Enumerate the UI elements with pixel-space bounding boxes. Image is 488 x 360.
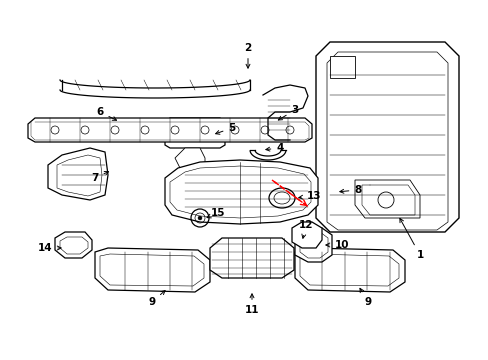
Polygon shape (329, 56, 354, 78)
Text: 6: 6 (96, 107, 116, 120)
Text: 3: 3 (278, 105, 298, 120)
Text: 8: 8 (339, 185, 361, 195)
Polygon shape (55, 232, 92, 258)
Text: 9: 9 (359, 288, 371, 307)
Polygon shape (299, 254, 398, 286)
Text: 10: 10 (325, 240, 348, 250)
Polygon shape (48, 148, 108, 200)
Polygon shape (294, 248, 404, 292)
Text: 7: 7 (91, 172, 108, 183)
Polygon shape (209, 238, 293, 278)
Polygon shape (354, 180, 419, 218)
Polygon shape (299, 232, 327, 258)
Polygon shape (28, 118, 311, 142)
Polygon shape (315, 42, 458, 232)
Text: 2: 2 (244, 43, 251, 68)
Polygon shape (164, 118, 224, 148)
Text: 5: 5 (215, 123, 235, 134)
Circle shape (198, 216, 202, 220)
Polygon shape (164, 160, 317, 224)
Polygon shape (326, 52, 447, 230)
Text: 14: 14 (38, 243, 61, 253)
Polygon shape (175, 148, 204, 168)
Text: 13: 13 (298, 191, 321, 201)
Text: 9: 9 (148, 291, 165, 307)
Text: 1: 1 (399, 219, 423, 260)
Polygon shape (60, 237, 88, 254)
Text: 12: 12 (298, 220, 313, 238)
Polygon shape (170, 166, 310, 218)
Text: 15: 15 (206, 208, 225, 218)
Polygon shape (294, 228, 331, 262)
Polygon shape (57, 155, 102, 196)
Polygon shape (291, 222, 321, 248)
Polygon shape (100, 254, 203, 286)
Text: 4: 4 (265, 143, 283, 153)
Polygon shape (95, 248, 209, 292)
Text: 11: 11 (244, 294, 259, 315)
